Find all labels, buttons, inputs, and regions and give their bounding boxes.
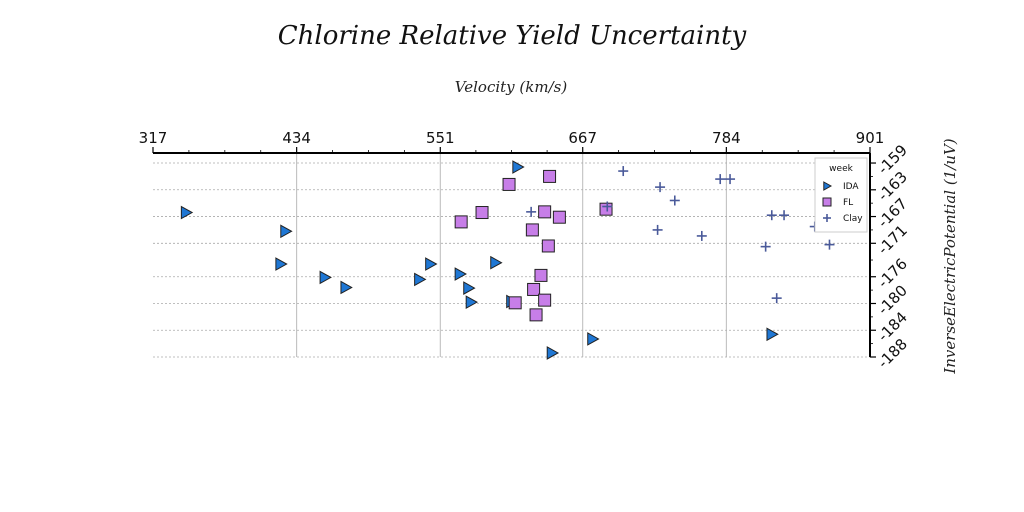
x-tick-label: 317 [139,129,168,147]
data-point-clay [653,225,663,235]
data-point-clay [772,293,782,303]
legend-label-clay: Clay [843,214,863,224]
data-point-fl [526,224,538,236]
data-point-fl [476,207,488,219]
x-tick-label: 434 [282,129,311,147]
x-tick-label: 667 [568,129,597,147]
legend: week IDA FL Clay [815,158,867,232]
data-point-clay [779,210,789,220]
data-point-fl [544,170,556,182]
data-point-clay [526,207,536,217]
x-tick-label: 784 [712,129,741,147]
data-point-ida [281,225,292,237]
data-point-fl [528,283,540,295]
data-point-ida [341,281,352,293]
data-point-ida [767,328,778,340]
data-point-ida [276,258,287,270]
data-point-ida [491,257,502,269]
data-point-fl [539,206,551,218]
data-point-fl [535,269,547,281]
data-point-clay [824,240,834,250]
y-axis-label: InverseElectricPotential (1/uV) [941,138,959,374]
data-point-fl [600,203,612,215]
data-point-clay [697,231,707,241]
y-tick-label: -171 [874,221,911,258]
data-point-ida [466,296,477,308]
data-point-clay [670,195,680,205]
y-tick-label: -188 [874,335,911,372]
data-point-fl [455,216,467,228]
chart-title: Chlorine Relative Yield Uncertainty [278,21,747,51]
legend-label-ida: IDA [843,182,859,192]
data-point-fl [503,178,515,190]
data-point-ida [426,258,437,270]
axes: 317 434 551 667 784 901-159-163-167-171-176-1… [139,129,911,372]
data-point-fl [542,240,554,252]
x-tick-label: 551 [426,129,455,147]
x-tick-label: 901 [856,129,885,147]
data-point-ida [415,273,426,285]
legend-title: week [829,164,853,174]
data-point-ida [547,347,558,359]
data-point-clay [618,166,628,176]
data-point-ida [455,268,466,280]
data-point-clay [655,182,665,192]
data-point-fl [553,211,565,223]
data-point-clay [767,210,777,220]
data-point-fl [509,297,521,309]
data-point-ida [320,271,331,283]
data-point-clay [715,174,725,184]
data-point-fl [530,309,542,321]
legend-label-fl: FL [843,198,853,208]
x-axis-label: Velocity (km/s) [455,78,568,96]
data-point-ida [464,282,475,294]
data-point-fl [539,294,551,306]
data-point-ida [588,333,599,345]
legend-marker-fl [823,198,831,206]
data-points [181,161,834,359]
